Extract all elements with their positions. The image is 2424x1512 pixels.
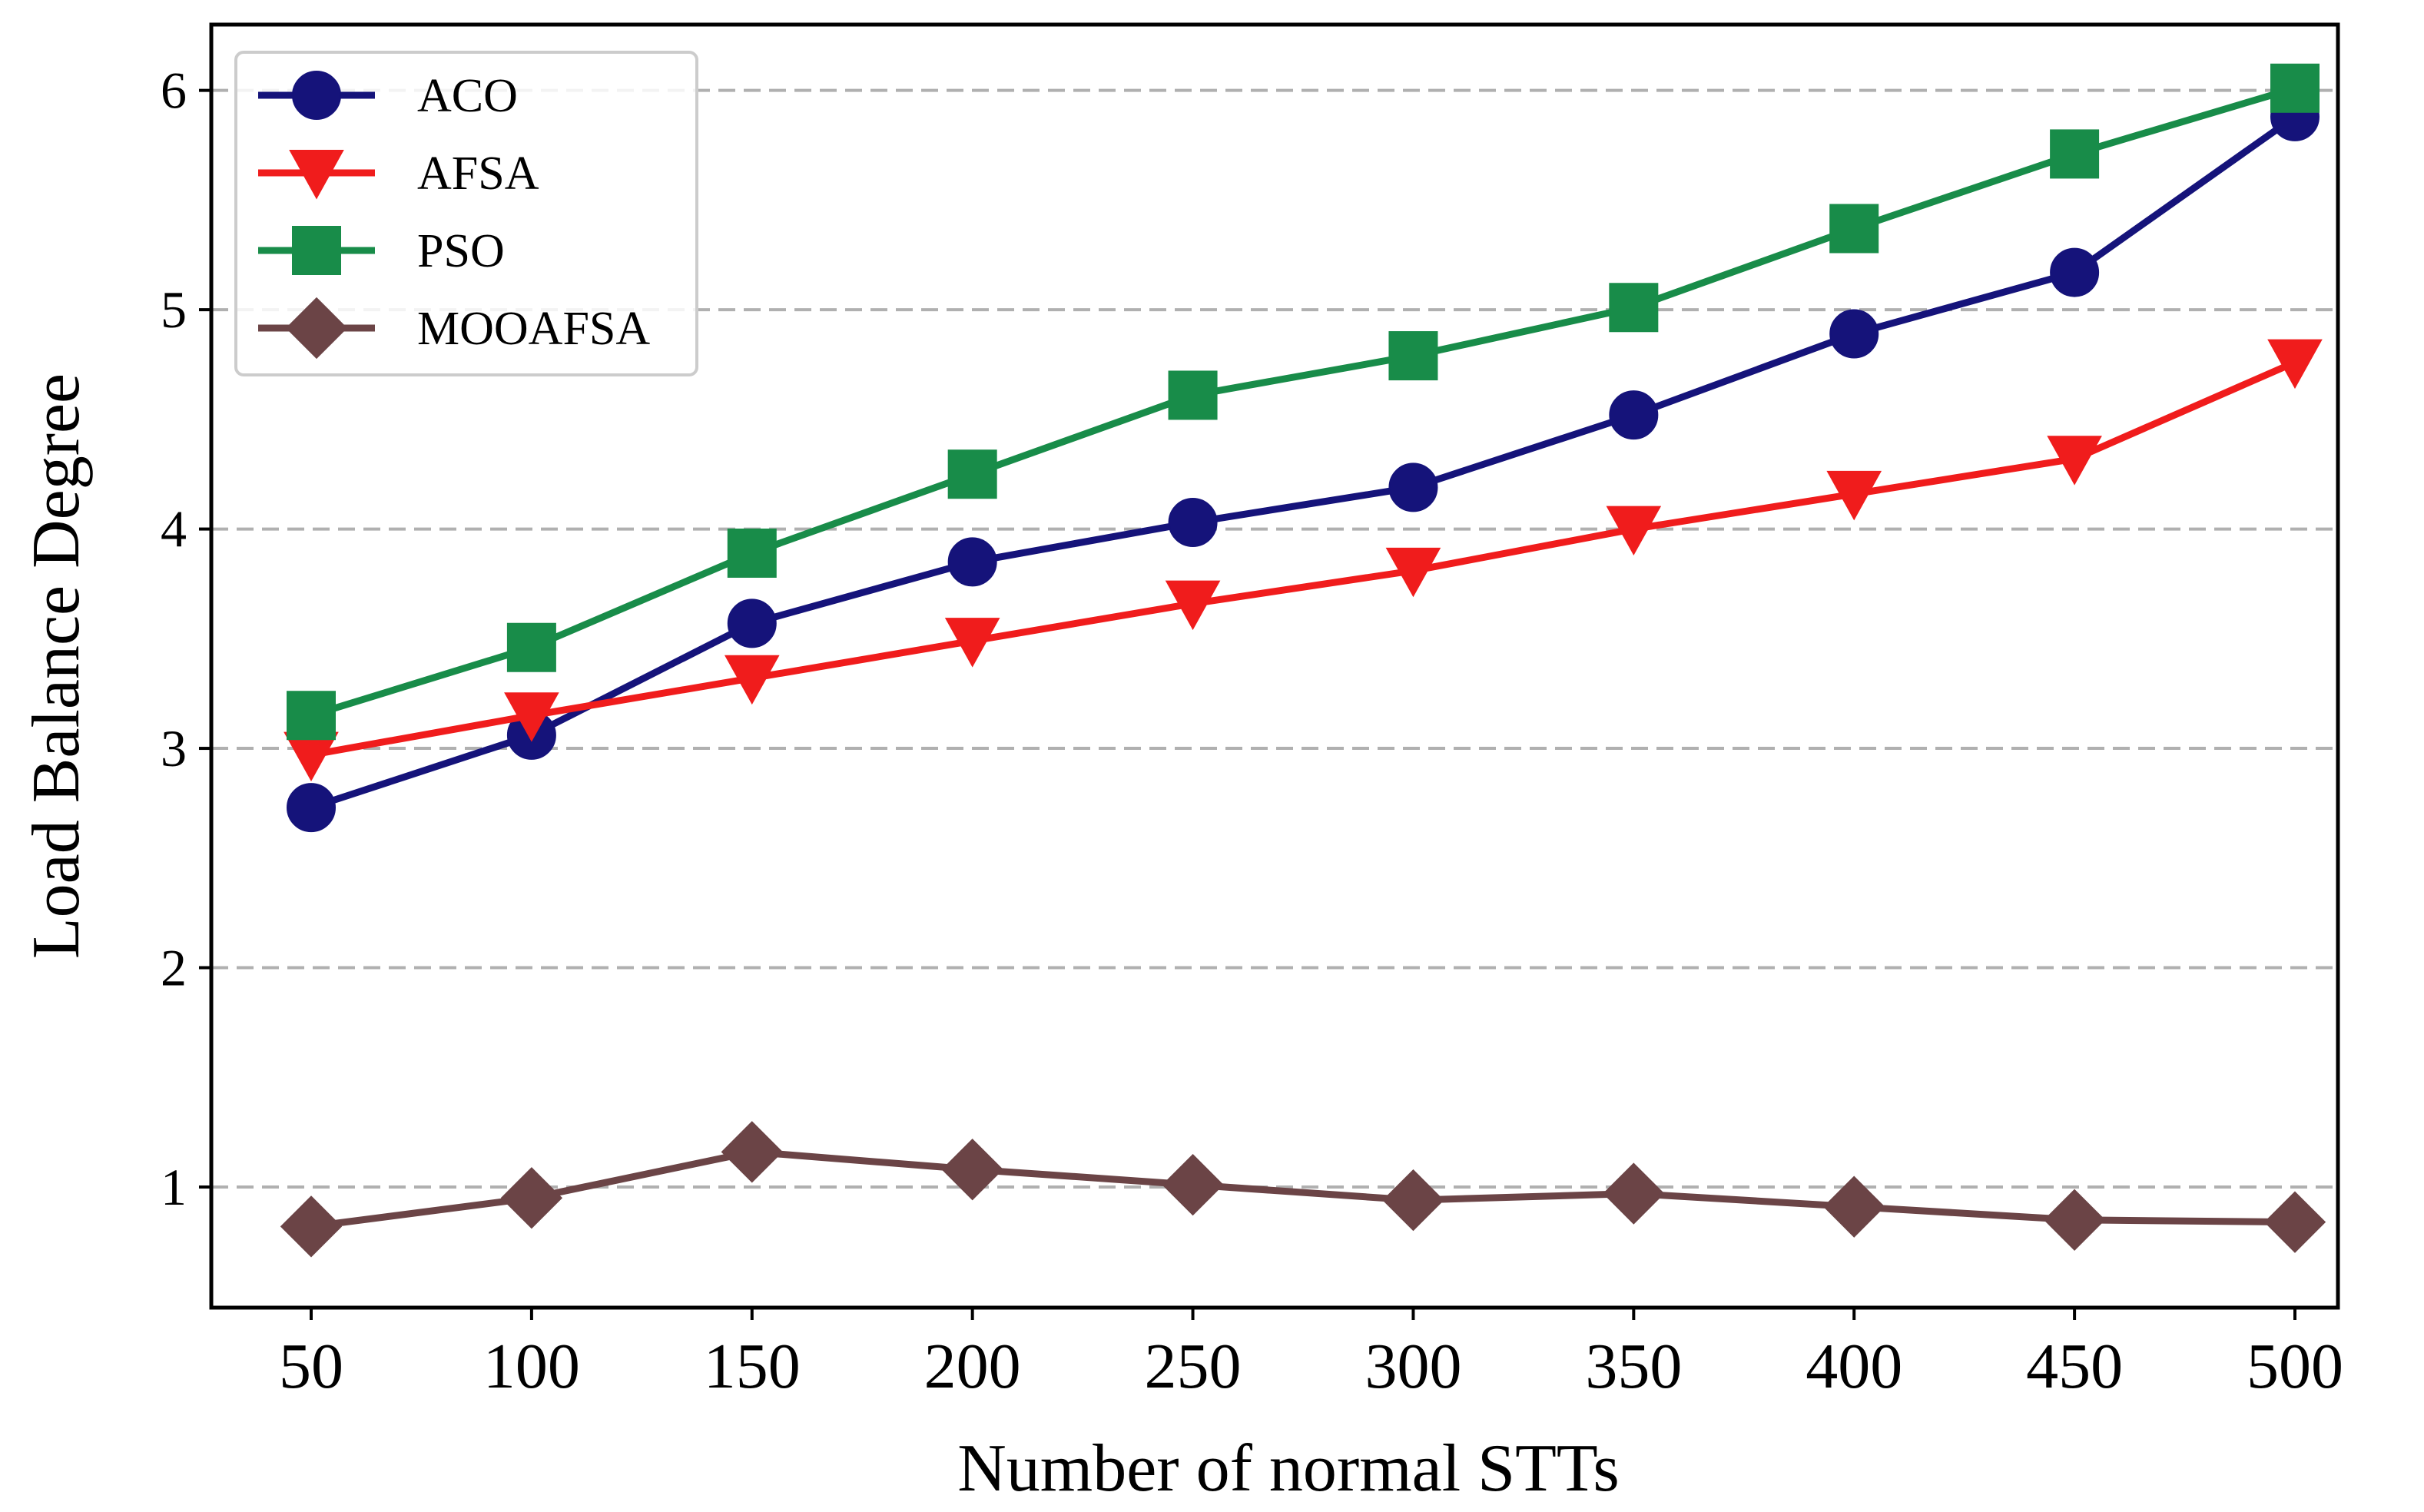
data-point-aco xyxy=(1829,309,1879,359)
series-mooafsa xyxy=(280,1121,2326,1258)
data-point-pso xyxy=(727,528,777,578)
data-point-aco xyxy=(1609,390,1659,440)
data-point-mooafsa xyxy=(941,1138,1003,1201)
y-axis-title: Load Balance Degree xyxy=(19,373,94,959)
data-point-afsa xyxy=(1826,470,1882,521)
data-point-aco xyxy=(1168,498,1218,548)
data-point-mooafsa xyxy=(280,1195,343,1258)
data-point-pso xyxy=(947,449,997,499)
data-point-mooafsa xyxy=(2263,1191,2326,1253)
data-point-aco xyxy=(1388,463,1438,512)
legend-label-aco: ACO xyxy=(417,70,518,122)
x-tick-label: 100 xyxy=(483,1331,580,1402)
data-point-mooafsa xyxy=(1382,1169,1444,1232)
legend-marker-pso xyxy=(292,226,341,275)
legend-marker-aco xyxy=(292,71,341,120)
y-tick-label: 6 xyxy=(161,61,187,120)
series-line-pso xyxy=(307,85,2299,719)
data-point-aco xyxy=(2050,247,2100,297)
data-point-pso xyxy=(1829,204,1879,254)
series-afsa xyxy=(284,339,2323,782)
data-point-afsa xyxy=(2047,436,2102,486)
data-point-pso xyxy=(287,691,336,741)
legend-label-pso: PSO xyxy=(417,225,505,277)
data-point-aco xyxy=(727,598,777,648)
data-point-mooafsa xyxy=(1603,1162,1665,1225)
series-pso xyxy=(287,63,2320,741)
y-tick-label: 5 xyxy=(161,280,187,339)
data-point-pso xyxy=(506,622,556,672)
x-tick-label: 400 xyxy=(1806,1331,1902,1402)
legend-label-mooafsa: MOOAFSA xyxy=(417,303,650,355)
x-axis-ticks: 50 100 150 200 250 300 350 400 450 500 xyxy=(279,1308,2343,1402)
data-point-mooafsa xyxy=(721,1121,783,1183)
series-line-afsa xyxy=(307,359,2299,759)
data-point-mooafsa xyxy=(1823,1175,1885,1238)
x-tick-label: 500 xyxy=(2247,1331,2343,1402)
legend-box xyxy=(234,51,698,376)
x-tick-label: 350 xyxy=(1585,1331,1682,1402)
data-point-mooafsa xyxy=(1162,1153,1224,1216)
y-tick-label: 4 xyxy=(161,500,187,559)
series-line-aco xyxy=(307,113,2299,811)
x-tick-label: 50 xyxy=(279,1331,343,1402)
data-point-afsa xyxy=(1606,506,1662,556)
data-point-afsa xyxy=(1165,580,1221,631)
data-point-mooafsa xyxy=(500,1167,563,1229)
legend-label-afsa: AFSA xyxy=(417,148,539,200)
plot-frame xyxy=(209,22,2340,1310)
y-tick-label: 1 xyxy=(161,1158,187,1216)
plot-series xyxy=(280,63,2326,1258)
x-tick-label: 200 xyxy=(924,1331,1021,1402)
legend: ACO AFSA PSO MOOAFSA xyxy=(234,51,698,376)
x-axis-title: Number of normal STTs xyxy=(957,1431,1619,1506)
x-tick-label: 150 xyxy=(704,1331,801,1402)
y-axis-ticks: 1 2 3 4 5 6 xyxy=(161,61,211,1216)
data-point-aco xyxy=(947,537,997,587)
x-tick-label: 250 xyxy=(1145,1331,1242,1402)
series-line-mooafsa xyxy=(307,1148,2299,1230)
x-tick-label: 450 xyxy=(2026,1331,2123,1402)
data-point-pso xyxy=(1168,370,1218,420)
data-point-afsa xyxy=(1385,547,1441,598)
y-tick-label: 2 xyxy=(161,939,187,997)
data-point-afsa xyxy=(2267,339,2323,390)
data-point-pso xyxy=(1609,283,1659,333)
data-point-pso xyxy=(2270,63,2320,113)
x-tick-label: 300 xyxy=(1365,1331,1461,1402)
data-point-aco xyxy=(287,783,336,833)
legend-marker-afsa xyxy=(289,150,344,200)
data-point-afsa xyxy=(724,655,780,705)
data-point-afsa xyxy=(944,618,1000,668)
data-point-pso xyxy=(2050,129,2100,179)
y-tick-label: 3 xyxy=(161,719,187,778)
legend-marker-mooafsa xyxy=(285,297,348,360)
data-point-pso xyxy=(1388,331,1438,381)
data-point-mooafsa xyxy=(2043,1189,2106,1251)
data-point-afsa xyxy=(504,692,559,742)
